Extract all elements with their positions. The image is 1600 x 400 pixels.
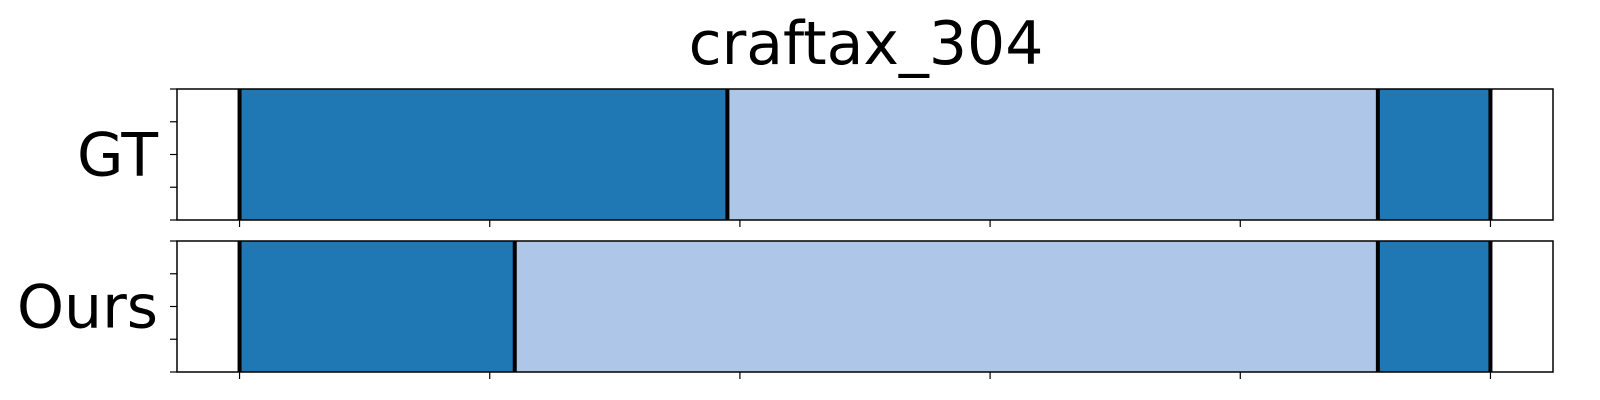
timeline-segment [727, 89, 1378, 220]
timeline-segment [239, 241, 515, 372]
timeline-segment [514, 241, 1378, 372]
timeline-rows: GT Ours [17, 88, 1554, 379]
timeline-segment [1377, 241, 1491, 372]
timeline-segment [239, 89, 728, 220]
chart-title: craftax_304 [689, 9, 1044, 79]
timeline-row: Ours [17, 240, 1554, 379]
timeline-row: GT [77, 88, 1554, 227]
timeline-segment [1377, 89, 1491, 220]
row-label: GT [77, 121, 158, 191]
row-label: Ours [17, 273, 158, 343]
